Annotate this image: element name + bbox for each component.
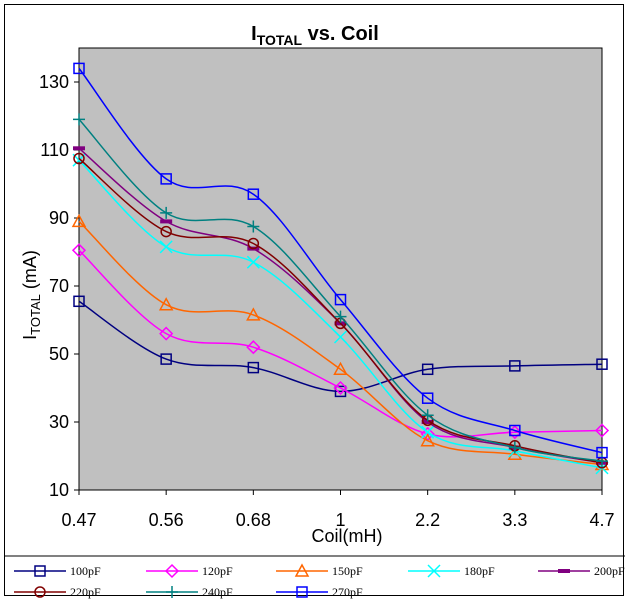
series-100pF [73, 295, 608, 398]
y-tick-label: 130 [39, 72, 69, 92]
data-point-270pF [334, 293, 347, 306]
data-point-240pF [160, 206, 173, 219]
x-tick-label: 4.7 [589, 510, 614, 530]
plot-area [78, 47, 603, 491]
data-point-150pF [158, 297, 174, 311]
data-point-240pF [73, 113, 85, 126]
data-point-270pF [73, 62, 85, 75]
data-point-270pF [421, 392, 434, 404]
legend-marker-150pF [294, 563, 310, 577]
data-point-180pF [421, 425, 435, 439]
legend-marker-220pF [34, 586, 46, 598]
data-point-120pF [333, 380, 348, 396]
data-point-150pF [246, 307, 261, 321]
data-point-220pF [160, 225, 172, 238]
x-tick-label: 3.3 [502, 510, 527, 530]
x-tick-label: 2.2 [415, 510, 440, 530]
legend-label: 150pF [332, 564, 363, 578]
data-point-240pF [508, 441, 521, 454]
data-point-180pF [246, 255, 260, 269]
y-axis-label: ITOTAL (mA) [20, 250, 43, 340]
x-tick-label: 0.47 [61, 510, 96, 530]
data-point-120pF [507, 425, 522, 440]
x-tick-label: 0.56 [149, 510, 184, 530]
data-point-240pF [247, 220, 260, 233]
data-point-270pF [247, 188, 260, 200]
y-tick-label: 70 [49, 276, 69, 296]
chart-title: ITOTAL vs. Coil [251, 23, 379, 48]
data-point-100pF [421, 363, 434, 376]
data-point-100pF [73, 295, 85, 308]
legend-label: 120pF [202, 564, 233, 578]
legend-label: 100pF [70, 564, 101, 578]
y-tick-label: 50 [49, 344, 69, 364]
data-point-120pF [246, 340, 261, 355]
series-line-100pF [78, 300, 603, 393]
legend-label: 200pF [594, 564, 625, 578]
data-point-270pF [160, 173, 172, 185]
data-point-100pF [247, 361, 260, 374]
legend-label: 220pF [70, 585, 101, 599]
series-240pF [73, 113, 608, 468]
data-point-100pF [160, 353, 172, 365]
data-point-240pF [334, 310, 347, 323]
data-point-180pF [333, 330, 348, 344]
y-tick-label: 110 [40, 140, 69, 160]
legend-marker-240pF [166, 586, 178, 598]
data-point-270pF [596, 446, 608, 459]
data-point-270pF [509, 424, 521, 437]
data-point-120pF [71, 243, 87, 258]
data-point-150pF [71, 213, 87, 228]
x-tick-label: 0.68 [236, 510, 271, 530]
data-point-100pF [509, 360, 521, 372]
y-tick-label: 10 [49, 480, 69, 500]
data-point-120pF [594, 423, 610, 438]
legend-marker-270pF [296, 586, 308, 598]
data-point-220pF [247, 237, 260, 250]
data-point-220pF [73, 152, 85, 165]
legend: 100pF 120pF 150pF 180pF 200pF 220pF 240pF 270pF [4, 555, 625, 599]
data-point-100pF [596, 358, 608, 370]
y-tick-label: 90 [49, 208, 69, 228]
data-point-120pF [159, 326, 174, 341]
series-270pF [73, 62, 608, 459]
x-axis-label: Coil(mH) [312, 526, 383, 546]
legend-label: 180pF [464, 564, 495, 578]
y-tick-label: 30 [49, 412, 69, 432]
legend-marker-120pF [164, 563, 180, 579]
data-point-240pF [421, 409, 434, 422]
legend-marker-180pF [427, 564, 441, 578]
legend-label: 240pF [202, 585, 233, 599]
data-point-180pF [159, 240, 173, 254]
x-tick-label: 1 [335, 510, 345, 530]
legend-label: 270pF [332, 585, 363, 599]
data-point-150pF [333, 361, 348, 376]
legend-marker-100pF [34, 565, 46, 577]
data-point-150pF [420, 433, 435, 447]
